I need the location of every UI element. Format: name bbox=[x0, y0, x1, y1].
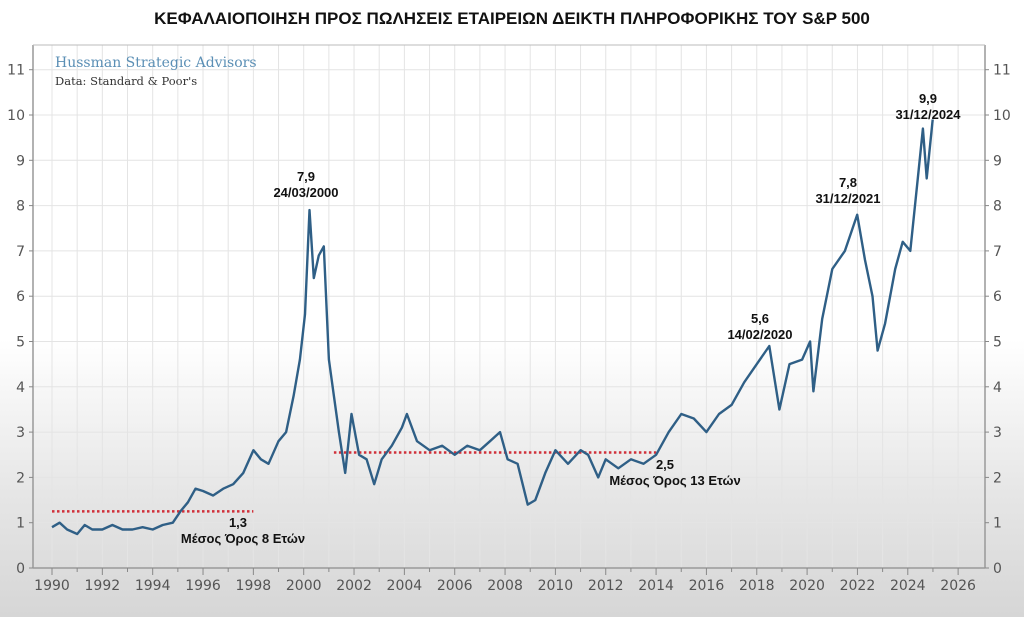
average-label-value: 1,3 bbox=[229, 515, 247, 530]
y-tick-label-right: 8 bbox=[993, 199, 1002, 215]
y-tick-label-right: 0 bbox=[993, 561, 1002, 577]
annotation-date: 31/12/2021 bbox=[815, 191, 880, 206]
x-tick-label: 1994 bbox=[135, 578, 171, 594]
x-tick-label: 2024 bbox=[890, 578, 926, 594]
y-tick-label-left: 6 bbox=[16, 289, 25, 305]
y-tick-label-left: 1 bbox=[16, 516, 25, 532]
x-tick-label: 2026 bbox=[940, 578, 976, 594]
y-tick-label-right: 5 bbox=[993, 335, 1002, 351]
x-tick-label: 2018 bbox=[739, 578, 775, 594]
x-tick-label: 2002 bbox=[336, 578, 372, 594]
y-tick-label-left: 5 bbox=[16, 335, 25, 351]
average-label-text: Μέσος Όρος 8 Ετών bbox=[181, 531, 305, 546]
series-line bbox=[51, 119, 934, 536]
y-tick-label-right: 11 bbox=[993, 63, 1011, 79]
annotation-value: 5,6 bbox=[751, 311, 769, 326]
annotation-value: 7,9 bbox=[297, 169, 315, 184]
x-tick-label: 2016 bbox=[689, 578, 725, 594]
y-tick-label-right: 1 bbox=[993, 516, 1002, 532]
x-tick-label: 2004 bbox=[387, 578, 423, 594]
annotation-date: 14/02/2020 bbox=[727, 327, 792, 342]
y-tick-label-right: 9 bbox=[993, 153, 1002, 169]
annotation-date: 24/03/2000 bbox=[273, 185, 338, 200]
x-tick-label: 1996 bbox=[185, 578, 221, 594]
y-tick-label-right: 6 bbox=[993, 289, 1002, 305]
y-tick-label-left: 4 bbox=[16, 380, 25, 396]
y-tick-label-left: 2 bbox=[16, 470, 25, 486]
x-tick-label: 2020 bbox=[789, 578, 825, 594]
y-tick-label-right: 4 bbox=[993, 380, 1002, 396]
y-tick-label-right: 3 bbox=[993, 425, 1002, 441]
y-tick-label-right: 7 bbox=[993, 244, 1002, 260]
source-note: Data: Standard & Poor's bbox=[55, 74, 197, 88]
source-title: Hussman Strategic Advisors bbox=[55, 55, 257, 71]
x-tick-label: 2000 bbox=[286, 578, 322, 594]
y-tick-label-left: 11 bbox=[7, 63, 25, 79]
chart-title: ΚΕΦΑΛΑΙΟΠΟΙΗΣΗ ΠΡΟΣ ΠΩΛΗΣΕΙΣ ΕΤΑΙΡΕΙΩΝ Δ… bbox=[154, 9, 870, 28]
annotation-value: 7,8 bbox=[839, 175, 857, 190]
y-tick-label-left: 9 bbox=[16, 153, 25, 169]
x-tick-label: 1992 bbox=[85, 578, 121, 594]
x-tick-label: 1990 bbox=[34, 578, 70, 594]
x-tick-label: 2008 bbox=[487, 578, 523, 594]
x-tick-label: 2022 bbox=[840, 578, 876, 594]
average-label-value: 2,5 bbox=[656, 457, 674, 472]
y-tick-label-left: 8 bbox=[16, 199, 25, 215]
y-tick-label-right: 10 bbox=[993, 108, 1011, 124]
y-tick-label-left: 3 bbox=[16, 425, 25, 441]
x-tick-label: 2014 bbox=[638, 578, 674, 594]
y-tick-label-right: 2 bbox=[993, 470, 1002, 486]
y-tick-label-left: 7 bbox=[16, 244, 25, 260]
y-tick-label-left: 0 bbox=[16, 561, 25, 577]
x-tick-label: 2006 bbox=[437, 578, 473, 594]
x-tick-label: 2010 bbox=[538, 578, 574, 594]
x-tick-label: 2012 bbox=[588, 578, 624, 594]
annotation-value: 9,9 bbox=[919, 91, 937, 106]
average-label-text: Μέσος Όρος 13 Ετών bbox=[609, 473, 740, 488]
annotation-date: 31/12/2024 bbox=[895, 107, 961, 122]
y-tick-label-left: 10 bbox=[7, 108, 25, 124]
x-tick-label: 1998 bbox=[236, 578, 272, 594]
